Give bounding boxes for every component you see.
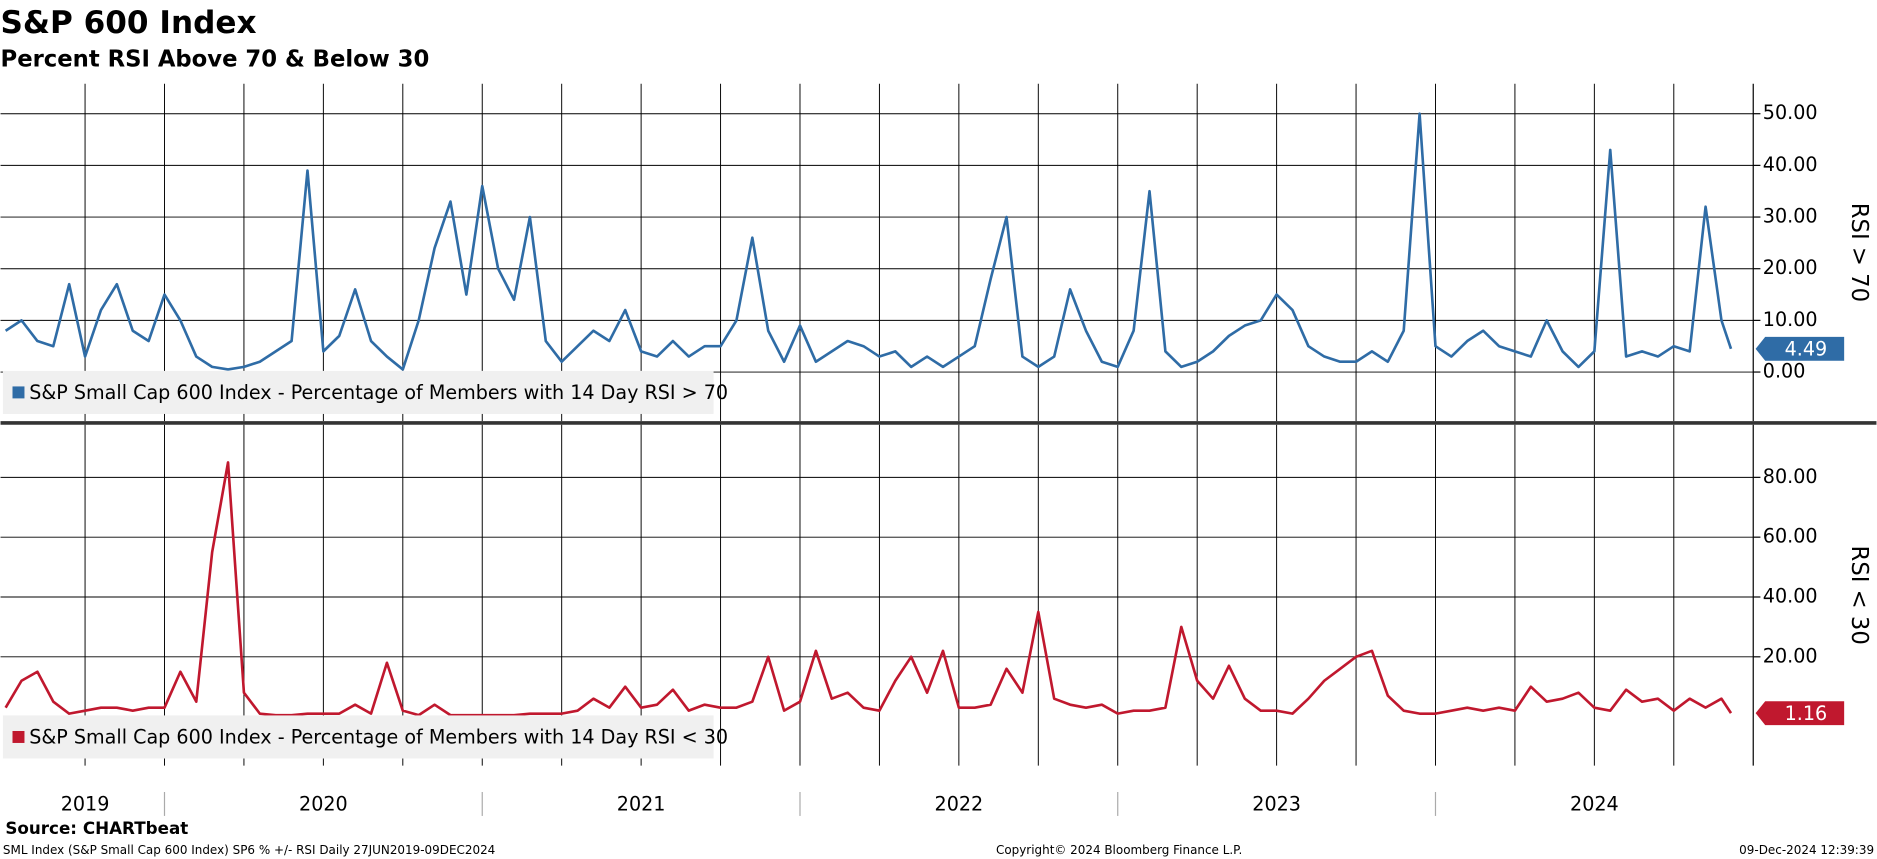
chart-title: S&P 600 Index — [1, 5, 257, 41]
footer-right: 09-Dec-2024 12:39:39 — [1739, 843, 1874, 857]
footer-center: Copyright© 2024 Bloomberg Finance L.P. — [996, 843, 1242, 857]
x-tick-label: 2022 — [935, 793, 984, 816]
y-tick-label: 0.00 — [1763, 360, 1806, 383]
last-value-badge — [1755, 701, 1845, 726]
legend-box — [2, 715, 714, 759]
chart-subtitle: Percent RSI Above 70 & Below 30 — [1, 46, 430, 72]
y-tick-label: 80.00 — [1763, 465, 1818, 488]
y-tick-label: 20.00 — [1763, 644, 1818, 667]
footer-left: SML Index (S&P Small Cap 600 Index) SP6 … — [3, 843, 495, 857]
y-tick-label: 60.00 — [1763, 525, 1818, 548]
y-tick-label: 40.00 — [1763, 153, 1818, 176]
x-tick-label: 2024 — [1570, 793, 1619, 816]
x-tick-label: 2020 — [299, 793, 348, 816]
legend-label: S&P Small Cap 600 Index - Percentage of … — [29, 726, 728, 749]
legend-box — [2, 370, 714, 414]
y-tick-label: 10.00 — [1763, 308, 1818, 331]
source: Source: CHARTbeat — [5, 818, 188, 838]
legend-swatch — [12, 730, 25, 743]
y-tick-label: 30.00 — [1763, 205, 1818, 228]
y-tick-label: 40.00 — [1763, 584, 1818, 607]
x-tick-label: 2019 — [61, 793, 110, 816]
last-value-badge — [1755, 336, 1845, 361]
last-value-label: 1.16 — [1785, 702, 1828, 725]
y-tick-label: 20.00 — [1763, 256, 1818, 279]
last-value-label: 4.49 — [1785, 338, 1828, 361]
y-tick-label: 50.00 — [1763, 101, 1818, 124]
legend-swatch — [12, 386, 25, 399]
x-tick-label: 2021 — [617, 793, 666, 816]
x-tick-label: 2023 — [1252, 793, 1301, 816]
line-series — [4, 112, 1733, 371]
line-series — [4, 461, 1733, 717]
legend-label: S&P Small Cap 600 Index - Percentage of … — [29, 381, 728, 404]
y-axis-label: RSI > 70 — [1846, 203, 1872, 302]
y-axis-label: RSI < 30 — [1846, 546, 1872, 645]
